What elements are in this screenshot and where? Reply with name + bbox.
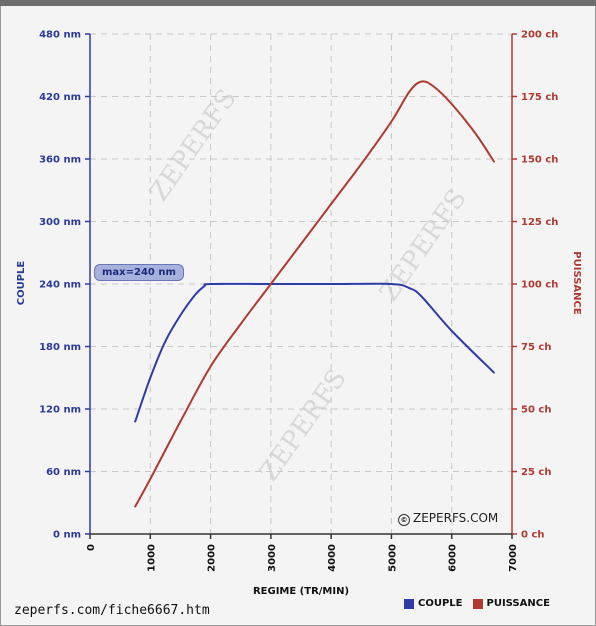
y-left-label: couple bbox=[16, 261, 27, 306]
x-tick-label: 7000 bbox=[508, 544, 519, 572]
y-left-tick-label: 120 nm bbox=[39, 405, 81, 416]
y-left-tick-label: 420 nm bbox=[39, 92, 81, 103]
legend-item-puissance: puissance bbox=[472, 598, 550, 609]
y-left-tick-label: 240 nm bbox=[39, 280, 81, 291]
watermark-text: ZEPERFS bbox=[254, 364, 353, 487]
y-right-tick-label: 200 ch bbox=[521, 30, 558, 41]
legend-label-puissance: puissance bbox=[486, 598, 550, 609]
y-right-tick-label: 0 ch bbox=[521, 530, 545, 541]
y-left-tick-label: 60 nm bbox=[46, 467, 81, 478]
watermark-text: ZEPERFS bbox=[144, 84, 243, 207]
x-tick-label: 1000 bbox=[146, 544, 157, 572]
copyright-icon: © bbox=[398, 514, 410, 526]
credit-text: ZEPERFS.COM bbox=[413, 511, 499, 525]
y-right-label: puissance bbox=[571, 251, 582, 315]
series-line-couple bbox=[134, 282, 495, 423]
y-left-tick-label: 480 nm bbox=[39, 30, 81, 41]
credit: © ZEPERFS.COM bbox=[398, 511, 498, 526]
x-tick-label: 0 bbox=[86, 544, 97, 551]
y-right-tick-label: 175 ch bbox=[521, 92, 558, 103]
y-left-tick-label: 300 nm bbox=[39, 217, 81, 228]
x-tick-label: 2000 bbox=[207, 544, 218, 572]
y-right-tick-label: 125 ch bbox=[521, 217, 558, 228]
legend-item-couple: couple bbox=[404, 598, 463, 609]
x-axis-label: regime (tr/min) bbox=[253, 586, 349, 597]
legend-swatch-couple bbox=[404, 598, 414, 609]
source-url[interactable]: zeperfs.com/fiche6667.htm bbox=[14, 603, 210, 618]
y-right-tick-label: 25 ch bbox=[521, 467, 551, 478]
x-tick-label: 5000 bbox=[387, 544, 398, 572]
max-torque-label: max=240 nm bbox=[94, 264, 184, 281]
y-right-tick-label: 100 ch bbox=[521, 280, 558, 291]
y-right-tick-label: 50 ch bbox=[521, 405, 551, 416]
y-right-tick-label: 75 ch bbox=[521, 342, 551, 353]
y-left-tick-label: 180 nm bbox=[39, 342, 81, 353]
series-line-puissance bbox=[134, 80, 495, 508]
y-left-tick-label: 360 nm bbox=[39, 155, 81, 166]
x-tick-label: 4000 bbox=[327, 544, 338, 572]
y-left-tick-label: 0 nm bbox=[53, 530, 81, 541]
legend-label-couple: couple bbox=[418, 598, 463, 609]
y-right-tick-label: 150 ch bbox=[521, 155, 558, 166]
watermark-text: ZEPERFS bbox=[374, 184, 473, 307]
legend-swatch-puissance bbox=[472, 598, 483, 609]
legend: couple puissance bbox=[404, 598, 550, 609]
x-tick-label: 3000 bbox=[267, 544, 278, 572]
top-bar bbox=[0, 0, 596, 6]
x-tick-label: 6000 bbox=[448, 544, 459, 572]
